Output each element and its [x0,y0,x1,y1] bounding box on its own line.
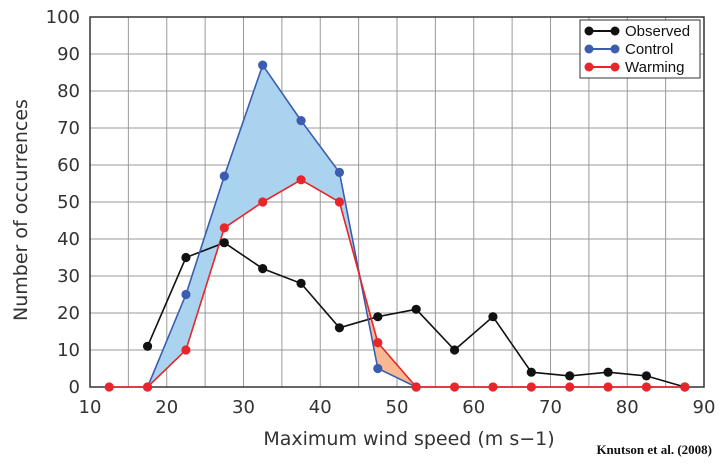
x-axis-label: Maximum wind speed (m s−1) [263,428,554,450]
observed-point [565,371,575,381]
observed-line [146,241,686,388]
x-tick-label: 80 [616,397,639,418]
observed-point [488,312,498,322]
x-tick-label: 70 [539,397,562,418]
legend-marker-warming [584,62,594,72]
legend-marker-observed [610,26,620,36]
y-tick-label: 0 [69,377,80,398]
observed-point [219,238,229,248]
legend-marker-observed [584,26,594,36]
warming-point [449,382,460,392]
observed-point [411,304,421,314]
legend-marker-control [584,44,594,54]
observed-point [258,264,268,274]
observed-point [603,367,613,377]
warming-point [104,382,114,392]
y-tick-label: 80 [57,81,80,102]
x-tick-label: 90 [693,397,716,418]
observed-point [296,278,306,288]
control-point [258,60,268,70]
control-point [334,167,345,177]
observed-point [181,252,191,263]
x-tick-label: 40 [309,397,332,418]
control-point [373,363,383,374]
control-point [296,116,306,126]
warming-point [565,382,575,392]
legend-label-warming: Warming [625,59,684,76]
x-tick-label: 30 [232,397,255,418]
x-tick-label: 10 [79,397,102,418]
control-point [181,289,191,300]
warming-point [488,382,498,392]
control-point [219,171,229,181]
legend-marker-warming [610,62,620,72]
x-tick-label: 50 [386,397,409,418]
warming-point [219,223,229,233]
y-axis-label: Number of occurrences [10,99,32,321]
warming-point [334,197,345,207]
warming-point [641,382,652,392]
legend-label-observed: Observed [625,23,690,40]
legend-label-control: Control [625,41,673,58]
x-tick-label: 20 [155,397,178,418]
observed-point [641,371,652,381]
observed-point [526,367,536,377]
warming-point [680,382,690,392]
warming-point [526,382,536,392]
warming-point [258,197,268,207]
observed-point [449,345,460,355]
warming-point [296,175,306,185]
y-tick-label: 70 [57,118,80,139]
series-points [104,60,690,392]
warming-line [109,178,685,388]
source-credit: Knutson et al. (2008) [596,442,712,457]
grid [89,16,705,388]
warming-point [142,382,153,392]
warming-point [411,382,421,392]
legend-marker-control [610,44,620,54]
y-tick-label: 60 [57,155,80,176]
warming-point [373,338,383,348]
y-tick-label: 30 [57,266,80,287]
warming-point [181,345,191,355]
y-tick-label: 100 [46,7,80,28]
y-tick-label: 90 [57,44,80,65]
y-tick-label: 20 [57,303,80,324]
plot-frame [89,16,705,388]
x-tick-label: 60 [462,397,485,418]
observed-point [142,341,153,351]
y-tick-label: 50 [57,192,80,213]
y-tick-label: 40 [57,229,80,250]
control-line [146,63,417,388]
y-tick-label: 10 [57,340,80,361]
warming-point [603,382,613,392]
observed-point [334,323,345,333]
observed-point [373,312,383,322]
